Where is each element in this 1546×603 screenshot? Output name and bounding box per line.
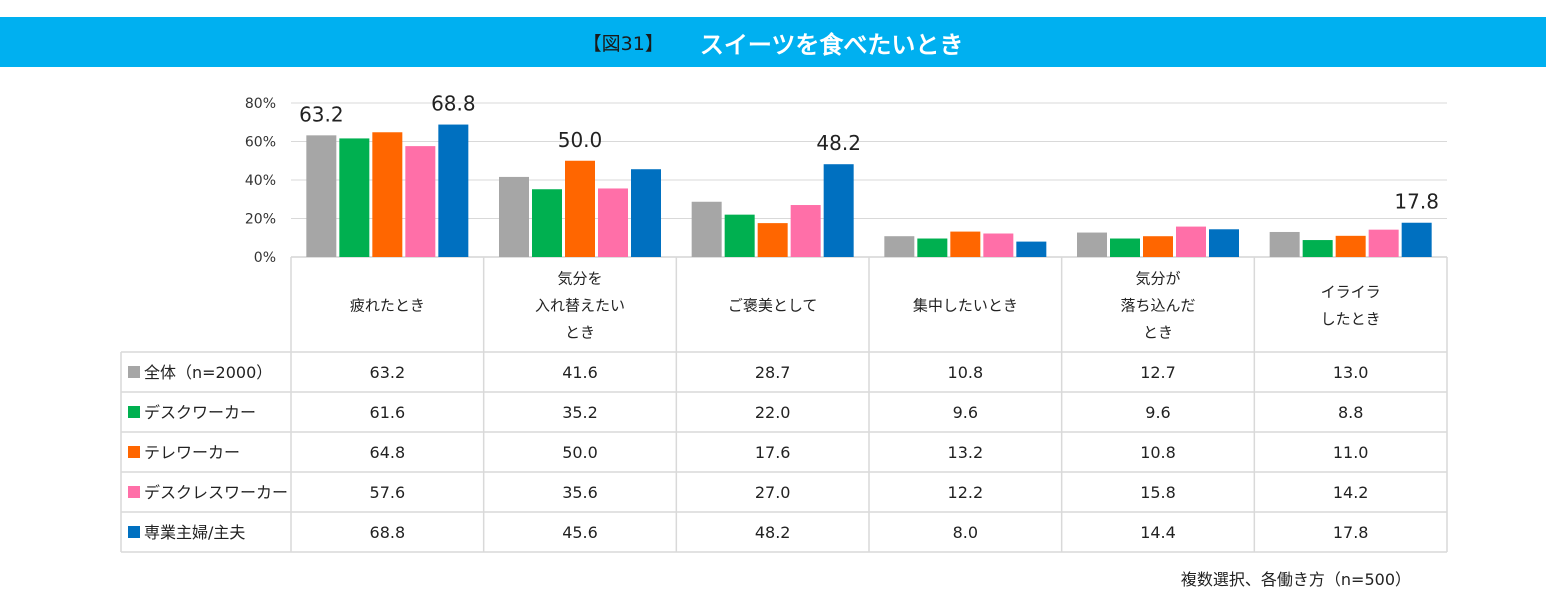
y-tick-label: 40% (245, 173, 276, 189)
y-tick-label: 0% (254, 250, 276, 266)
table-cell: 57.6 (370, 483, 406, 502)
category-label: ご褒美として (728, 297, 818, 315)
category-label: 落ち込んだ (1120, 297, 1195, 315)
footnote: 複数選択、各働き方（n=500） (1180, 570, 1411, 589)
bar (306, 135, 337, 257)
table-cell: 10.8 (1140, 443, 1176, 462)
bar (598, 188, 628, 257)
bar (950, 231, 981, 257)
table-cell: 63.2 (370, 363, 406, 382)
bar (565, 160, 595, 257)
table-cell: 68.8 (370, 523, 406, 542)
table-cell: 27.0 (755, 483, 791, 502)
bar (1077, 232, 1107, 257)
bar (757, 223, 788, 257)
bar (1368, 229, 1399, 257)
bar (1401, 222, 1432, 257)
table-cell: 11.0 (1333, 443, 1369, 462)
chart-header: 【図31】 スイーツを食べたいとき (0, 17, 1546, 67)
bar (532, 189, 562, 257)
data-label: 48.2 (816, 131, 861, 155)
table-cell: 9.6 (1145, 403, 1170, 422)
bar (405, 146, 436, 257)
legend-swatch (128, 446, 140, 458)
category-label: したとき (1321, 310, 1381, 328)
bar (983, 233, 1014, 257)
category-label: 疲れたとき (350, 297, 425, 315)
table-cell: 8.0 (953, 523, 978, 542)
table-cell: 64.8 (370, 443, 406, 462)
y-tick-label: 80% (245, 96, 276, 112)
table-cell: 13.0 (1333, 363, 1369, 382)
data-label: 68.8 (431, 92, 476, 116)
legend-swatch (128, 526, 140, 538)
table-cell: 10.8 (948, 363, 984, 382)
bar (438, 124, 469, 257)
bar (884, 236, 915, 257)
table-cell: 35.6 (562, 483, 598, 502)
table-cell: 15.8 (1140, 483, 1176, 502)
bar (1016, 241, 1047, 257)
table-cell: 8.8 (1338, 403, 1363, 422)
legend-label: テレワーカー (144, 443, 240, 462)
bar (499, 176, 529, 257)
legend-label: 専業主婦/主夫 (144, 523, 245, 542)
legend-label: デスクワーカー (144, 403, 256, 422)
data-label: 50.0 (558, 128, 603, 152)
table-cell: 14.4 (1140, 523, 1176, 542)
category-label: 気分を (557, 270, 602, 288)
bar (1110, 238, 1140, 257)
bar (917, 238, 948, 257)
legend-swatch (128, 366, 140, 378)
figure-label: 【図31】 (582, 32, 664, 55)
data-label: 17.8 (1394, 190, 1439, 214)
legend-label: デスクレスワーカー (144, 483, 288, 502)
table-cell: 22.0 (755, 403, 791, 422)
category-label: 集中したいとき (913, 297, 1018, 315)
table-cell: 61.6 (370, 403, 406, 422)
table-cell: 48.2 (755, 523, 791, 542)
category-label: 気分が (1135, 270, 1180, 288)
bar (1176, 226, 1206, 257)
category-label: とき (565, 324, 595, 342)
bar (1209, 229, 1239, 257)
table-cell: 41.6 (562, 363, 598, 382)
bar (339, 138, 370, 257)
table-cell: 13.2 (948, 443, 984, 462)
table-cell: 28.7 (755, 363, 791, 382)
bar (631, 169, 661, 257)
bar (790, 205, 821, 257)
bar (1335, 235, 1366, 257)
bar (1143, 236, 1173, 257)
table-cell: 12.7 (1140, 363, 1176, 382)
category-label: 入れ替えたい (535, 297, 625, 315)
bar (372, 132, 403, 257)
table-cell: 9.6 (953, 403, 978, 422)
table-cell: 45.6 (562, 523, 598, 542)
legend-swatch (128, 406, 140, 418)
bar (1269, 231, 1300, 257)
table-cell: 17.6 (755, 443, 791, 462)
legend-swatch (128, 486, 140, 498)
category-label: とき (1143, 324, 1173, 342)
chart-title: スイーツを食べたいとき (699, 30, 964, 59)
y-tick-label: 20% (245, 212, 276, 228)
data-label: 63.2 (299, 102, 344, 126)
bar (691, 201, 722, 257)
legend-label: 全体（n=2000） (144, 363, 272, 382)
table-cell: 12.2 (948, 483, 984, 502)
bar (724, 214, 755, 257)
table-cell: 17.8 (1333, 523, 1369, 542)
y-tick-label: 60% (245, 135, 276, 151)
category-label: イライラ (1321, 283, 1381, 301)
bar (823, 164, 854, 257)
table-cell: 35.2 (562, 403, 598, 422)
table-cell: 50.0 (562, 443, 598, 462)
table-cell: 14.2 (1333, 483, 1369, 502)
bar (1302, 240, 1333, 257)
